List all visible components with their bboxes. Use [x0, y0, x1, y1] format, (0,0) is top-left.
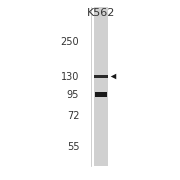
Text: 250: 250: [61, 37, 79, 47]
Text: 130: 130: [61, 71, 79, 82]
Text: 55: 55: [67, 142, 79, 152]
Bar: [94, 7, 108, 166]
Bar: [94, 92, 107, 97]
Polygon shape: [111, 74, 116, 79]
Text: K562: K562: [87, 8, 115, 18]
Text: 72: 72: [67, 111, 79, 121]
Text: 95: 95: [67, 89, 79, 100]
Bar: [94, 75, 108, 78]
